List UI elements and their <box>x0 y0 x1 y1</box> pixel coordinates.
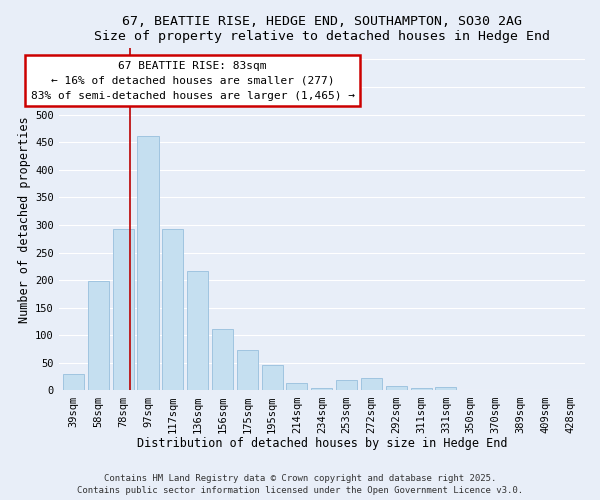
Title: 67, BEATTIE RISE, HEDGE END, SOUTHAMPTON, SO30 2AG
Size of property relative to : 67, BEATTIE RISE, HEDGE END, SOUTHAMPTON… <box>94 15 550 43</box>
Text: 67 BEATTIE RISE: 83sqm
← 16% of detached houses are smaller (277)
83% of semi-de: 67 BEATTIE RISE: 83sqm ← 16% of detached… <box>31 61 355 100</box>
Bar <box>311 388 332 390</box>
Bar <box>187 270 208 390</box>
Bar <box>237 350 258 391</box>
Bar <box>361 378 382 390</box>
Bar <box>386 386 407 390</box>
Bar <box>113 229 134 390</box>
Bar <box>212 328 233 390</box>
Bar <box>286 382 307 390</box>
Bar <box>262 365 283 390</box>
Bar <box>63 374 84 390</box>
Bar <box>88 281 109 390</box>
Text: Contains HM Land Registry data © Crown copyright and database right 2025.
Contai: Contains HM Land Registry data © Crown c… <box>77 474 523 495</box>
X-axis label: Distribution of detached houses by size in Hedge End: Distribution of detached houses by size … <box>137 437 507 450</box>
Bar <box>436 387 457 390</box>
Bar <box>410 388 431 390</box>
Bar <box>137 136 158 390</box>
Bar <box>336 380 357 390</box>
Y-axis label: Number of detached properties: Number of detached properties <box>18 116 31 322</box>
Bar <box>162 229 184 390</box>
